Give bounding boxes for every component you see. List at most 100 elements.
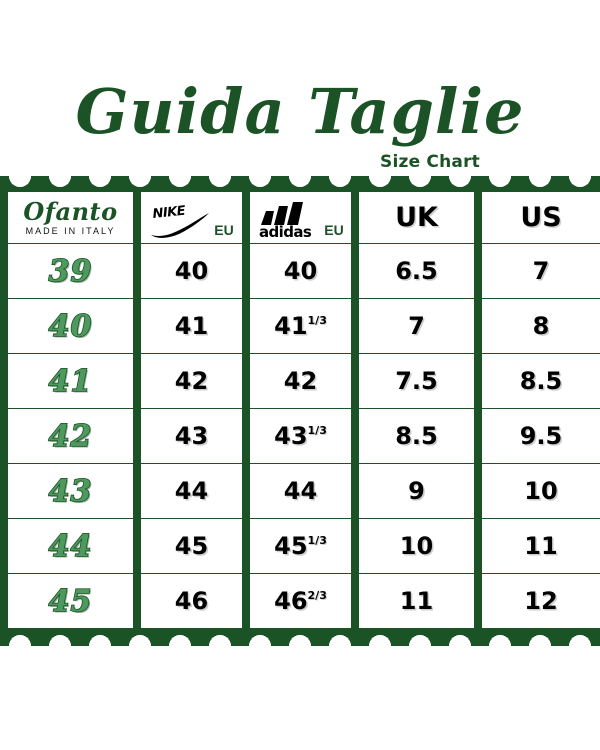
- cell-adidas: 45 1/3: [250, 519, 351, 573]
- value-nike: 41: [174, 312, 209, 340]
- header-cell-uk: UK: [359, 192, 474, 243]
- value-nike: 45: [174, 532, 209, 560]
- value-us: 8.5: [519, 367, 563, 395]
- cell-ofanto: 40: [8, 299, 133, 353]
- value-us: 12: [524, 587, 558, 615]
- table-row: 43 44 44 9 10: [8, 464, 600, 518]
- value-adidas-fraction: 1/3: [307, 313, 327, 327]
- cell-adidas: 41 1/3: [250, 299, 351, 353]
- cell-ofanto: 45: [8, 574, 133, 628]
- svg-text:NIKE: NIKE: [152, 205, 187, 222]
- value-ofanto: 42: [48, 418, 93, 455]
- value-adidas-fraction: 2/3: [307, 588, 327, 602]
- cell-adidas: 40: [250, 244, 351, 298]
- cell-uk: 7: [359, 299, 474, 353]
- cell-adidas: 46 2/3: [250, 574, 351, 628]
- page-title: Guida Taglie: [75, 75, 525, 148]
- ofanto-logo: Ofanto MADE IN ITALY: [23, 196, 118, 236]
- value-ofanto: 40: [48, 308, 93, 345]
- adidas-three-bars-icon: adidas: [257, 201, 321, 239]
- nike-unit-label: EU: [214, 222, 234, 238]
- cell-adidas: 42: [250, 354, 351, 408]
- cell-ofanto: 44: [8, 519, 133, 573]
- value-nike: 42: [174, 367, 209, 395]
- cell-uk: 11: [359, 574, 474, 628]
- table-row: 45 46 46 2/3 11 12: [8, 574, 600, 628]
- table-row: 42 43 43 1/3 8.5 9.5: [8, 409, 600, 463]
- value-uk: 11: [399, 587, 434, 615]
- cell-ofanto: 41: [8, 354, 133, 408]
- value-ofanto: 43: [48, 473, 93, 510]
- cell-nike: 46: [141, 574, 242, 628]
- cell-us: 8.5: [482, 354, 600, 408]
- value-nike: 44: [174, 477, 209, 505]
- cell-ofanto: 43: [8, 464, 133, 518]
- cell-nike: 40: [141, 244, 242, 298]
- value-adidas-fraction: 1/3: [307, 423, 327, 437]
- cell-us: 8: [482, 299, 600, 353]
- ofanto-wordmark: Ofanto: [23, 196, 118, 226]
- cell-ofanto: 42: [8, 409, 133, 463]
- cell-us: 10: [482, 464, 600, 518]
- cell-nike: 41: [141, 299, 242, 353]
- cell-uk: 6.5: [359, 244, 474, 298]
- svg-text:adidas: adidas: [259, 223, 312, 239]
- value-adidas: 45: [274, 532, 308, 560]
- value-uk: 6.5: [395, 257, 438, 285]
- value-adidas: 44: [283, 477, 318, 505]
- ofanto-tagline: MADE IN ITALY: [25, 225, 116, 236]
- header-cell-nike: NIKE EU: [141, 192, 242, 243]
- value-ofanto: 41: [48, 363, 93, 400]
- value-adidas: 41: [274, 312, 308, 340]
- table-row: 40 41 41 1/3 7 8: [8, 299, 600, 353]
- cell-nike: 45: [141, 519, 242, 573]
- header-cell-ofanto: Ofanto MADE IN ITALY: [8, 192, 133, 243]
- cell-uk: 8.5: [359, 409, 474, 463]
- value-uk: 9: [408, 477, 425, 505]
- value-uk: 8.5: [395, 422, 438, 450]
- cell-nike: 42: [141, 354, 242, 408]
- value-nike: 46: [174, 587, 209, 615]
- cell-uk: 7.5: [359, 354, 474, 408]
- value-uk: 7.5: [395, 367, 438, 395]
- value-adidas: 42: [283, 367, 318, 395]
- nike-swoosh-icon: NIKE: [149, 205, 211, 239]
- cell-us: 9.5: [482, 409, 600, 463]
- cell-uk: 10: [359, 519, 474, 573]
- header-cell-adidas: adidas EU: [250, 192, 351, 243]
- header-cell-us: US: [482, 192, 600, 243]
- value-nike: 40: [174, 257, 209, 285]
- cell-us: 7: [482, 244, 600, 298]
- cell-ofanto: 39: [8, 244, 133, 298]
- value-ofanto: 39: [48, 253, 93, 290]
- cell-nike: 44: [141, 464, 242, 518]
- adidas-unit-label: EU: [324, 222, 344, 238]
- value-adidas: 46: [274, 587, 308, 615]
- value-us: 11: [524, 532, 558, 560]
- value-adidas: 43: [274, 422, 308, 450]
- title-block: Guida Taglie Size Chart: [0, 76, 600, 176]
- table-header-row: Ofanto MADE IN ITALY NIKE EU: [8, 192, 600, 243]
- header-label-us: US: [520, 202, 562, 233]
- header-label-uk: UK: [395, 202, 438, 233]
- value-uk: 10: [399, 532, 434, 560]
- size-table: Ofanto MADE IN ITALY NIKE EU: [0, 192, 600, 630]
- value-us: 8: [532, 312, 550, 340]
- value-ofanto: 44: [48, 528, 93, 565]
- cell-uk: 9: [359, 464, 474, 518]
- table-row: 41 42 42 7.5 8.5: [8, 354, 600, 408]
- value-us: 7: [532, 257, 550, 285]
- page-subtitle: Size Chart: [380, 152, 480, 172]
- value-nike: 43: [174, 422, 209, 450]
- value-us: 9.5: [519, 422, 563, 450]
- cell-adidas: 44: [250, 464, 351, 518]
- cell-adidas: 43 1/3: [250, 409, 351, 463]
- cell-us: 11: [482, 519, 600, 573]
- value-uk: 7: [408, 312, 425, 340]
- value-us: 10: [524, 477, 558, 505]
- cell-us: 12: [482, 574, 600, 628]
- table-row: 44 45 45 1/3 10 11: [8, 519, 600, 573]
- table-row: 39 40 40 6.5 7: [8, 244, 600, 298]
- value-ofanto: 45: [48, 583, 93, 620]
- value-adidas-fraction: 1/3: [307, 533, 327, 547]
